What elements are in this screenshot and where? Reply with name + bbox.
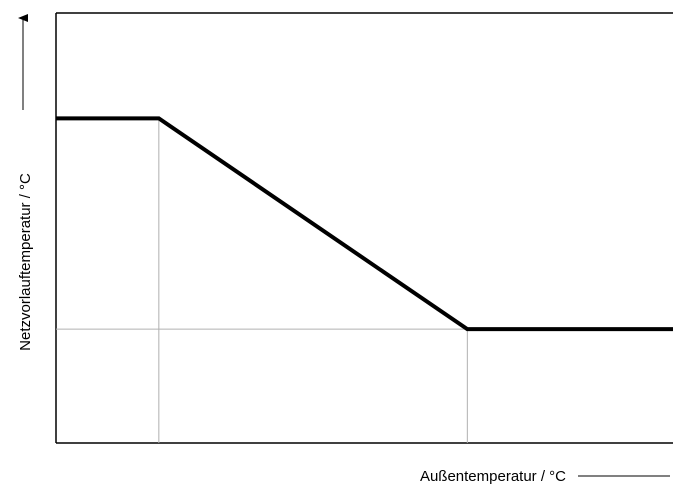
- x-axis-label: Außentemperatur / °C: [420, 468, 566, 484]
- series-layer: [56, 116, 673, 332]
- series-line-1: [56, 116, 673, 332]
- y-axis-label: Netzvorlauftemperatur / °C: [17, 173, 34, 351]
- plot-frame: [55, 12, 673, 444]
- reference-lines: [56, 118, 468, 443]
